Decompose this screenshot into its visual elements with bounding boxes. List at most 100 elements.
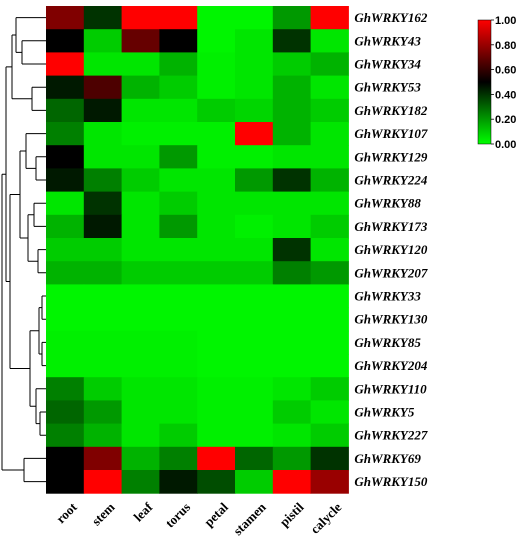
row-label: GhWRKY204 [354,358,427,373]
heatmap-cell-GhWRKY204-leaf [121,354,160,378]
heatmap-cell-GhWRKY107-pistil [272,122,312,146]
heatmap-cell-GhWRKY227-stamen [235,423,274,448]
heatmap-cell-GhWRKY69-stamen [235,446,274,471]
row-label: GhWRKY224 [354,173,427,188]
heatmap-cell-GhWRKY227-petal [197,423,236,448]
color-scale-ticks: 1.00 0.80 0.60 0.40 0.20 0.00 [491,15,516,151]
heatmap-cell-GhWRKY34-root [46,52,85,77]
heatmap-cell-GhWRKY43-root [46,29,85,53]
column-label: leaf [131,499,156,524]
heatmap-cell-GhWRKY88-petal [197,191,236,216]
row-label: GhWRKY33 [354,289,421,304]
heatmap-cell-GhWRKY88-pistil [272,191,312,216]
heatmap-cell-GhWRKY69-calycle [310,446,349,471]
heatmap-cell-GhWRKY150-root [46,470,85,494]
row-label: GhWRKY69 [354,451,421,466]
color-scale-legend: 1.00 0.80 0.60 0.40 0.20 0.00 [477,15,516,151]
heatmap-cell-GhWRKY150-petal [197,470,236,494]
heatmap-cell-GhWRKY150-stem [83,470,123,494]
heatmap-cell-GhWRKY129-stamen [235,145,274,169]
heatmap-cell-GhWRKY88-stamen [235,191,274,216]
color-scale-tick-label: 0.80 [495,40,516,52]
heatmap-cell-GhWRKY33-pistil [272,284,312,309]
heatmap-cell-GhWRKY33-torus [159,284,198,309]
dendrogram-branches [1,17,46,483]
heatmap-cell-GhWRKY120-root [46,238,85,262]
heatmap-cell-GhWRKY69-petal [197,446,236,471]
row-label: GhWRKY107 [354,126,427,141]
heatmap-cell-GhWRKY182-calycle [310,98,349,123]
heatmap-cell-GhWRKY150-stamen [235,470,274,494]
row-label: GhWRKY120 [354,242,427,257]
heatmap-cell-GhWRKY110-torus [159,377,198,401]
heatmap-cell-GhWRKY224-torus [159,168,198,193]
heatmap-cell-GhWRKY33-calycle [310,284,349,309]
heatmap-cell-GhWRKY53-root [46,75,85,100]
heatmap-cell-GhWRKY173-torus [159,214,198,239]
heatmap-cell-GhWRKY182-stem [83,98,123,123]
row-label: GhWRKY34 [354,57,421,72]
heatmap-cell-GhWRKY110-stamen [235,377,274,401]
heatmap-cell-GhWRKY150-leaf [121,470,160,494]
color-scale-bar [477,19,492,145]
heatmap-cell-GhWRKY107-calycle [310,122,349,146]
heatmap-cell-GhWRKY129-torus [159,145,198,169]
heatmap-cell-GhWRKY33-leaf [121,284,160,309]
heatmap-cell-GhWRKY182-petal [197,98,236,123]
heatmap-cell-GhWRKY162-calycle [310,6,349,30]
heatmap-cell-GhWRKY130-calycle [310,307,349,332]
column-label: stamen [230,499,269,538]
heatmap-cell-GhWRKY53-leaf [121,75,160,100]
row-label: GhWRKY182 [354,103,427,118]
color-scale-tick-label: 0.40 [495,89,516,101]
heatmap-cell-GhWRKY173-stem [83,214,123,239]
heatmap-cell-GhWRKY110-root [46,377,85,401]
heatmap-cell-GhWRKY34-calycle [310,52,349,77]
heatmap-cell-GhWRKY120-stem [83,238,123,262]
heatmap-cell-GhWRKY85-root [46,330,85,355]
heatmap-cell-GhWRKY207-stamen [235,261,274,285]
heatmap-cell-GhWRKY110-calycle [310,377,349,401]
heatmap-cell-GhWRKY33-stem [83,284,123,309]
heatmap-cell-GhWRKY224-stamen [235,168,274,193]
heatmap-cell-GhWRKY107-root [46,122,85,146]
heatmap-cell-GhWRKY224-calycle [310,168,349,193]
heatmap-cell-GhWRKY204-petal [197,354,236,378]
heatmap-cell-GhWRKY182-pistil [272,98,312,123]
heatmap-cell-GhWRKY110-petal [197,377,236,401]
column-label: pistil [277,499,307,529]
heatmap-cell-GhWRKY120-torus [159,238,198,262]
heatmap-cell-GhWRKY224-stem [83,168,123,193]
column-labels: root stem leaf torus petal stamen pistil calycl… [53,499,345,538]
heatmap-cell-GhWRKY120-calycle [310,238,349,262]
heatmap-cell-GhWRKY162-stamen [235,6,274,30]
heatmap-cell-GhWRKY88-stem [83,191,123,216]
row-label: GhWRKY207 [354,265,427,280]
heatmap-cell-GhWRKY129-pistil [272,145,312,169]
heatmap-cell-GhWRKY207-calycle [310,261,349,285]
heatmap-cell-GhWRKY204-torus [159,354,198,378]
row-label: GhWRKY5 [354,405,414,420]
heatmap-cell-GhWRKY107-stem [83,122,123,146]
heatmap-cell-GhWRKY130-stem [83,307,123,332]
heatmap-cell-GhWRKY207-pistil [272,261,312,285]
column-label: petal [201,499,231,529]
heatmap-cell-GhWRKY150-pistil [272,470,312,494]
heatmap-cell-GhWRKY150-calycle [310,470,349,494]
heatmap-cells [46,6,349,494]
heatmap-cell-GhWRKY129-leaf [121,145,160,169]
heatmap-cell-GhWRKY173-stamen [235,214,274,239]
column-label: torus [162,499,193,530]
heatmap-cell-GhWRKY53-petal [197,75,236,100]
row-label: GhWRKY53 [354,80,421,95]
heatmap-cell-GhWRKY204-root [46,354,85,378]
heatmap-cell-GhWRKY69-leaf [121,446,160,471]
heatmap-cell-GhWRKY53-torus [159,75,198,100]
heatmap-cell-GhWRKY34-petal [197,52,236,77]
heatmap-cell-GhWRKY43-pistil [272,29,312,53]
heatmap-cell-GhWRKY129-calycle [310,145,349,169]
row-label: GhWRKY227 [354,428,427,443]
heatmap-cell-GhWRKY107-petal [197,122,236,146]
heatmap-cell-GhWRKY43-stem [83,29,123,53]
